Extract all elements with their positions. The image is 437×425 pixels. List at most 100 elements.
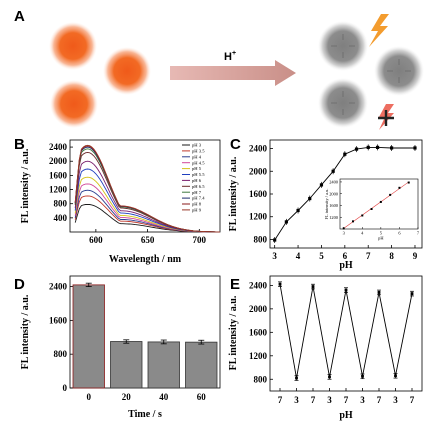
data-point: [354, 147, 359, 151]
panel-d-bars: 0 20 40 60: [72, 282, 218, 402]
data-point: [331, 169, 335, 173]
panel-e-y-tick-label: 2000: [249, 304, 268, 314]
bar: [110, 341, 143, 389]
panel-a: A H+: [14, 8, 424, 130]
series-line: [274, 146, 415, 241]
inset-data-point: [352, 220, 354, 223]
panel-b-y-ticks: 400 800 1200 1600 2000 2400: [49, 142, 73, 223]
panel-c-y-tick-label: 1600: [249, 189, 268, 199]
legend-label: pH 3: [192, 143, 202, 148]
panel-d-y-tick-label: 800: [54, 349, 68, 359]
inset-data-point: [398, 186, 401, 189]
panel-c-x-tick-label: 3: [272, 251, 277, 261]
orange-nanoparticle: [103, 47, 151, 95]
panel-d-y-tick-label: 0: [63, 383, 68, 393]
inset-x-tick-label: 5: [380, 231, 383, 236]
gray-nanoparticle: [318, 78, 368, 128]
inset-x-tick-label: 3: [343, 231, 346, 236]
x-tick-label: 3: [327, 395, 332, 405]
inset-data-point: [370, 208, 373, 210]
right-arrow-icon: [170, 60, 296, 86]
inset-x-label: pH: [378, 236, 384, 241]
panel-e-series: 7 3 7 3 7 3 7 3 7: [278, 281, 415, 405]
data-point: [366, 145, 370, 149]
panel-c-y-tick-label: 2000: [249, 166, 268, 176]
panel-c-x-tick-label: 8: [389, 251, 394, 261]
bar: [72, 284, 105, 389]
panel-c-x-ticks: 3 4 5 6 7 8 9: [272, 245, 418, 261]
panel-e-y-ticks: 800 1200 1600 2000 2400: [249, 280, 273, 384]
lightning-bolt-icon: [369, 14, 389, 47]
panel-b-frame: [69, 139, 221, 233]
panel-b-x-tick-label: 600: [89, 235, 103, 245]
inset-data-point: [407, 181, 410, 184]
panel-e-letter: E: [230, 276, 240, 293]
inset-data-point: [342, 227, 345, 230]
panel-b-letter: B: [14, 136, 25, 153]
panel-e-y-label: FL intensity / a.u.: [228, 295, 239, 370]
panel-b-x-label: Wavelength / nm: [109, 254, 182, 265]
panel-c-series: [273, 144, 417, 244]
panel-c-x-label: pH: [339, 260, 353, 271]
panel-c-x-tick-label: 6: [343, 251, 348, 261]
panel-b-y-tick-label: 2400: [49, 142, 68, 152]
x-tick-label: 7: [344, 395, 349, 405]
panel-d-y-label: FL intensity / a.u.: [20, 294, 31, 369]
legend-label: pH 7: [192, 190, 202, 195]
inset-data-point: [361, 214, 364, 217]
panel-c-x-tick-label: 4: [296, 251, 301, 261]
data-point: [413, 146, 417, 150]
blocked-lightning-bolt-icon: [378, 104, 394, 130]
data-point: [410, 292, 414, 296]
panel-b-y-tick-label: 1600: [49, 170, 68, 180]
panel-c-x-tick-label: 7: [366, 251, 371, 261]
panel-b-spectra: [74, 144, 221, 233]
inset-x-tick-label: 4: [361, 231, 364, 236]
panel-a-letter: A: [14, 8, 25, 25]
protonation-arrow: H+: [170, 50, 296, 86]
bar: [147, 341, 180, 389]
panel-c-x-tick-label: 9: [413, 251, 418, 261]
legend-label: pH 5: [192, 166, 202, 171]
panel-d-y-tick-label: 1600: [49, 315, 68, 325]
panel-c-y-tick-label: 800: [254, 234, 268, 244]
data-point: [278, 282, 282, 286]
x-tick-label: 7: [410, 395, 415, 405]
inset-y-label: FL intensity / a.u.: [324, 189, 329, 220]
inset-y-tick-label: 1200: [329, 215, 339, 220]
panel-b-y-tick-label: 400: [54, 213, 68, 223]
panel-b-y-tick-label: 1200: [49, 185, 68, 195]
x-tick-label: 7: [377, 395, 382, 405]
x-tick-label: 0: [87, 392, 92, 402]
legend-label: pH 7.4: [192, 196, 205, 201]
proton-label: H+: [224, 50, 236, 63]
panel-b-x-tick-label: 700: [193, 235, 207, 245]
panel-c: C 800 1200 1600 2000 2400 3 4 5 6 7 8 9 1200 1600 20…: [228, 136, 423, 271]
panel-b-y-tick-label: 800: [54, 199, 68, 209]
panel-d-x-label: Time / s: [128, 409, 162, 420]
x-tick-label: 40: [159, 392, 169, 402]
inset-data-point: [389, 193, 392, 196]
spectrum-line: [74, 144, 220, 233]
panel-c-inset: 1200 1600 2000 2400 3 4 5 6 7 pH FL intensity / a.…: [324, 178, 420, 241]
data-point: [394, 374, 397, 378]
panel-b-y-label: FL intensity / a.u.: [20, 148, 31, 223]
bar: [185, 341, 218, 389]
data-point: [343, 152, 347, 156]
data-point: [295, 376, 298, 380]
panel-c-y-ticks: 800 1200 1600 2000 2400: [249, 144, 273, 244]
panel-e: E 800 1200 1600 2000 2400 7 3 7 3 7 3 7 3 7 pH FL in…: [228, 275, 423, 421]
panel-b-legend: pH 3pH 3.5pH 4pH 4.5pH 5pH 5.5pH 6pH 6.5…: [182, 143, 205, 213]
legend-label: pH 6.5: [192, 184, 205, 189]
panel-c-x-tick-label: 5: [319, 251, 324, 261]
data-point: [390, 146, 394, 150]
legend-label: pH 8: [192, 202, 202, 207]
x-tick-label: 3: [393, 395, 398, 405]
panel-d: D 0 800 1600 2400 0 20 40 60 Time / s FL inten…: [14, 275, 221, 420]
legend-label: pH 3.5: [192, 149, 205, 154]
inset-y-tick-label: 2400: [329, 180, 339, 185]
inset-fit-line: [343, 181, 409, 229]
panel-c-letter: C: [230, 136, 241, 153]
